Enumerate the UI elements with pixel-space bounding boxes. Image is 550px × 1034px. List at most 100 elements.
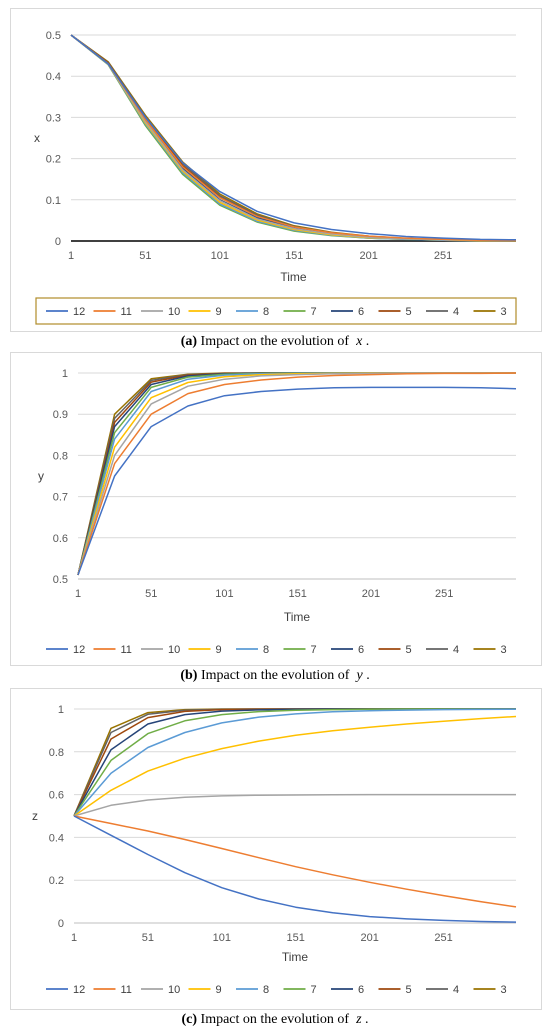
x-tick-label: 101 — [213, 932, 231, 944]
legend-label-6: 6 — [358, 644, 364, 656]
series-line-3 — [77, 372, 516, 576]
caption-c-text: Impact on the evolution of — [200, 1012, 350, 1027]
chart-panel-z: 0 0.2 0.4 0.6 0.8 1 1 51 101 151 201 251 Time z 12 11 10… — [10, 688, 542, 1010]
caption-b: (b) Impact on the evolution of y . — [180, 668, 370, 683]
x-tick-label: 1 — [71, 932, 77, 944]
series-line-9 — [70, 34, 516, 242]
y-tick-label: 0.6 — [53, 533, 68, 545]
caption-b-text: Impact on the evolution of — [200, 668, 350, 683]
caption-c-var: z — [356, 1012, 362, 1027]
caption-c: (c) Impact on the evolution of z . — [181, 1012, 369, 1027]
y-tick-label: 0.9 — [53, 409, 68, 421]
legend-label-8: 8 — [263, 644, 269, 656]
chart-panel-x: 0 0.1 0.2 0.3 0.4 0.5 1 51 101 151 201 251 Time x 12 11… — [10, 8, 542, 332]
x-tick-label: 51 — [145, 588, 157, 600]
series-line-12 — [77, 386, 517, 576]
legend-label-10: 10 — [168, 306, 180, 318]
x-tick-label: 251 — [435, 588, 453, 600]
y-tick-label: 0.7 — [53, 492, 68, 504]
x-tick-label: 101 — [215, 588, 233, 600]
y-tick-label: 0.2 — [49, 875, 64, 887]
legend-label-8: 8 — [263, 306, 269, 318]
x-tick-label: 251 — [434, 932, 452, 944]
series-line-10 — [77, 372, 516, 576]
x-tick-label: 101 — [211, 250, 229, 262]
y-axis-label: y — [38, 469, 44, 483]
caption-b-var: y — [356, 668, 363, 683]
series-line-7 — [73, 708, 516, 817]
x-tick-label: 51 — [139, 250, 151, 262]
series-line-5 — [77, 372, 516, 576]
series-line-9 — [77, 372, 516, 576]
legend-label-10: 10 — [168, 644, 180, 656]
series-line-12 — [73, 815, 517, 923]
x-axis-label: Time — [284, 610, 311, 624]
legend-label-5: 5 — [406, 644, 412, 656]
legend-label-12: 12 — [73, 306, 85, 318]
y-tick-label: 1 — [58, 704, 64, 716]
series-line-11 — [73, 815, 517, 908]
x-tick-label: 201 — [362, 588, 380, 600]
y-axis-label: x — [34, 131, 40, 145]
legend-label-12: 12 — [73, 644, 85, 656]
x-tick-label: 201 — [360, 932, 378, 944]
series-line-6 — [73, 708, 516, 817]
y-tick-label: 0.4 — [49, 832, 64, 844]
legend-label-5: 5 — [406, 984, 412, 996]
x-tick-label: 251 — [434, 250, 452, 262]
legend-label-7: 7 — [311, 984, 317, 996]
series-line-5 — [73, 708, 516, 817]
y-tick-label: 0 — [55, 236, 61, 248]
legend-label-3: 3 — [501, 306, 507, 318]
series-line-3 — [73, 708, 516, 817]
series-line-4 — [77, 372, 516, 576]
legend-label-12: 12 — [73, 984, 85, 996]
legend-label-8: 8 — [263, 984, 269, 996]
legend-label-7: 7 — [311, 306, 317, 318]
series-line-4 — [73, 708, 516, 817]
series-line-8 — [73, 708, 517, 817]
legend-label-11: 11 — [121, 644, 132, 656]
series-line-10 — [73, 793, 516, 817]
legend-label-9: 9 — [216, 306, 222, 318]
caption-a-var: x — [356, 334, 363, 349]
y-tick-label: 0.8 — [53, 450, 68, 462]
series-line-11 — [70, 34, 517, 242]
y-tick-label: 0.8 — [49, 747, 64, 759]
legend-box — [35, 297, 517, 325]
caption-c-tag: (c) — [181, 1012, 198, 1027]
y-tick-label: 1 — [62, 368, 68, 380]
x-tick-label: 1 — [68, 250, 74, 262]
legend-label-3: 3 — [501, 984, 507, 996]
x-tick-label: 51 — [142, 932, 154, 944]
caption-a-text: Impact on the evolution of — [200, 334, 350, 349]
legend-label-7: 7 — [311, 644, 317, 656]
series-line-7 — [77, 372, 516, 576]
x-tick-label: 151 — [287, 932, 305, 944]
y-tick-label: 0.4 — [46, 71, 61, 83]
series-line-12 — [70, 34, 517, 241]
series-line-8 — [77, 372, 516, 576]
x-axis-label: Time — [282, 950, 309, 964]
y-tick-label: 0.1 — [46, 195, 61, 207]
legend-label-5: 5 — [406, 306, 412, 318]
legend-label-9: 9 — [216, 644, 222, 656]
y-axis-label: z — [32, 809, 38, 823]
y-tick-label: 0.6 — [49, 790, 64, 802]
legend-label-6: 6 — [358, 984, 364, 996]
caption-a: (a) Impact on the evolution of x . — [180, 334, 370, 349]
y-tick-label: 0 — [58, 918, 64, 930]
series-line-11 — [77, 372, 517, 576]
x-axis-label: Time — [280, 270, 307, 284]
chart-panel-y: 0.5 0.6 0.7 0.8 0.9 1 1 51 101 151 201 251 Time y 12 11… — [10, 352, 542, 666]
series-line-6 — [70, 34, 517, 242]
x-tick-label: 201 — [359, 250, 377, 262]
legend-label-11: 11 — [121, 306, 132, 318]
y-tick-label: 0.2 — [46, 154, 61, 166]
y-tick-label: 0.5 — [46, 30, 61, 42]
legend-label-4: 4 — [453, 984, 459, 996]
y-tick-label: 0.3 — [46, 112, 61, 124]
